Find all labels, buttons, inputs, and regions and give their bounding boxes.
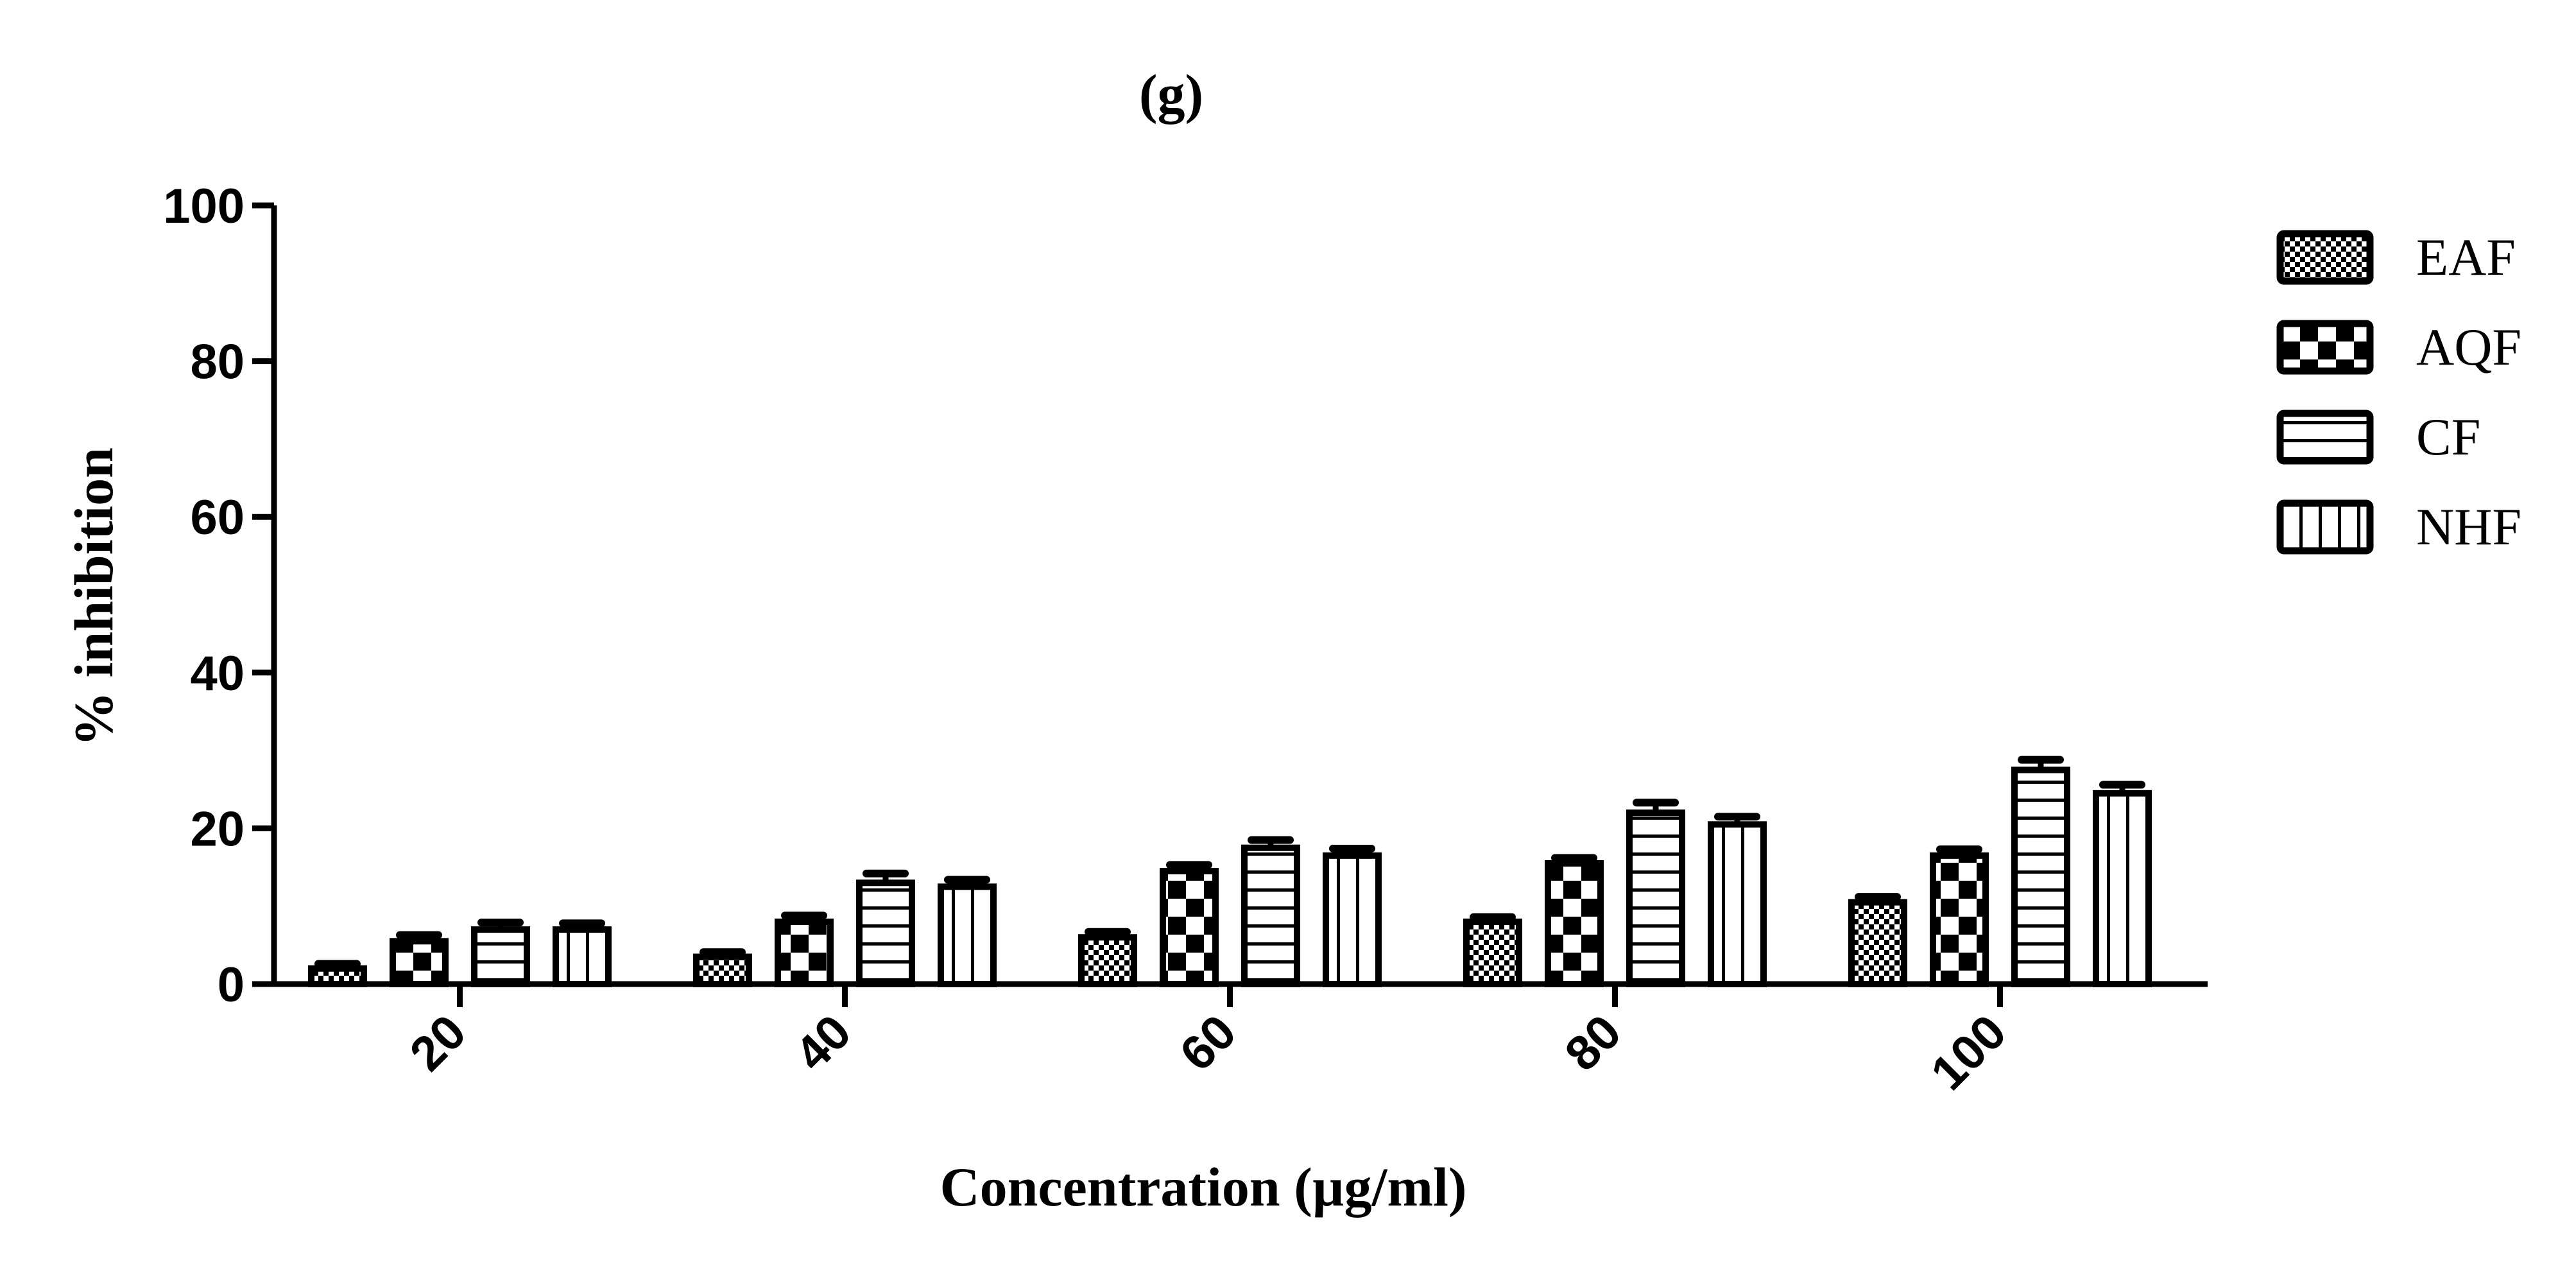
legend-label-eaf: EAF [2416,228,2516,286]
y-tick-label: 100 [163,179,245,234]
bar-nhf-60 [1323,852,1382,987]
y-tick-label: 60 [190,490,245,545]
y-tick-label: 40 [190,646,245,701]
bar-cf-60 [1241,844,1300,987]
bar-eaf-80 [1463,918,1522,987]
bar-aqf-80 [1545,860,1604,987]
x-tick-label: 80 [1555,1005,1632,1082]
legend-swatch-cf [2276,410,2374,465]
bar-aqf-100 [1930,852,1989,987]
legend-swatch-nhf [2276,499,2374,555]
bar-nhf-40 [938,883,997,987]
x-tick-label: 20 [400,1005,477,1082]
plot-area: 0 20 40 60 80 100 20 40 60 80 100 [163,179,2208,1101]
legend-label-aqf: AQF [2416,318,2521,376]
bar-aqf-60 [1160,868,1219,987]
legend-label-cf: CF [2416,408,2480,466]
y-tick-label: 0 [218,958,245,1012]
bar-cf-80 [1626,809,1685,987]
x-tick-label: 60 [1170,1005,1247,1082]
x-tick-label: 40 [785,1005,862,1082]
bar-eaf-20 [308,965,367,987]
x-axis-title: Concentration (µg/ml) [940,1156,1466,1218]
legend-swatch-aqf [2276,320,2374,375]
bar-eaf-40 [693,953,752,988]
y-axis-title: % inhibition [63,447,125,747]
bar-cf-40 [856,879,915,988]
legend: EAF AQF CF NHF [2276,228,2521,556]
bar-eaf-60 [1078,934,1137,987]
bar-cf-100 [2011,766,2070,988]
y-tick-label: 20 [190,802,245,856]
bar-nhf-20 [553,926,612,987]
x-tick-label: 100 [1921,1005,2017,1101]
bar-nhf-80 [1708,821,1767,987]
bar-aqf-20 [390,938,449,988]
y-tick-label: 80 [190,335,245,390]
chart-title: (g) [1139,63,1203,125]
legend-swatch-eaf [2276,230,2374,285]
legend-label-nhf: NHF [2416,497,2521,556]
bar-cf-20 [471,926,530,987]
bar-nhf-100 [2093,790,2152,987]
bar-aqf-40 [775,918,834,987]
bar-eaf-100 [1848,899,1907,988]
